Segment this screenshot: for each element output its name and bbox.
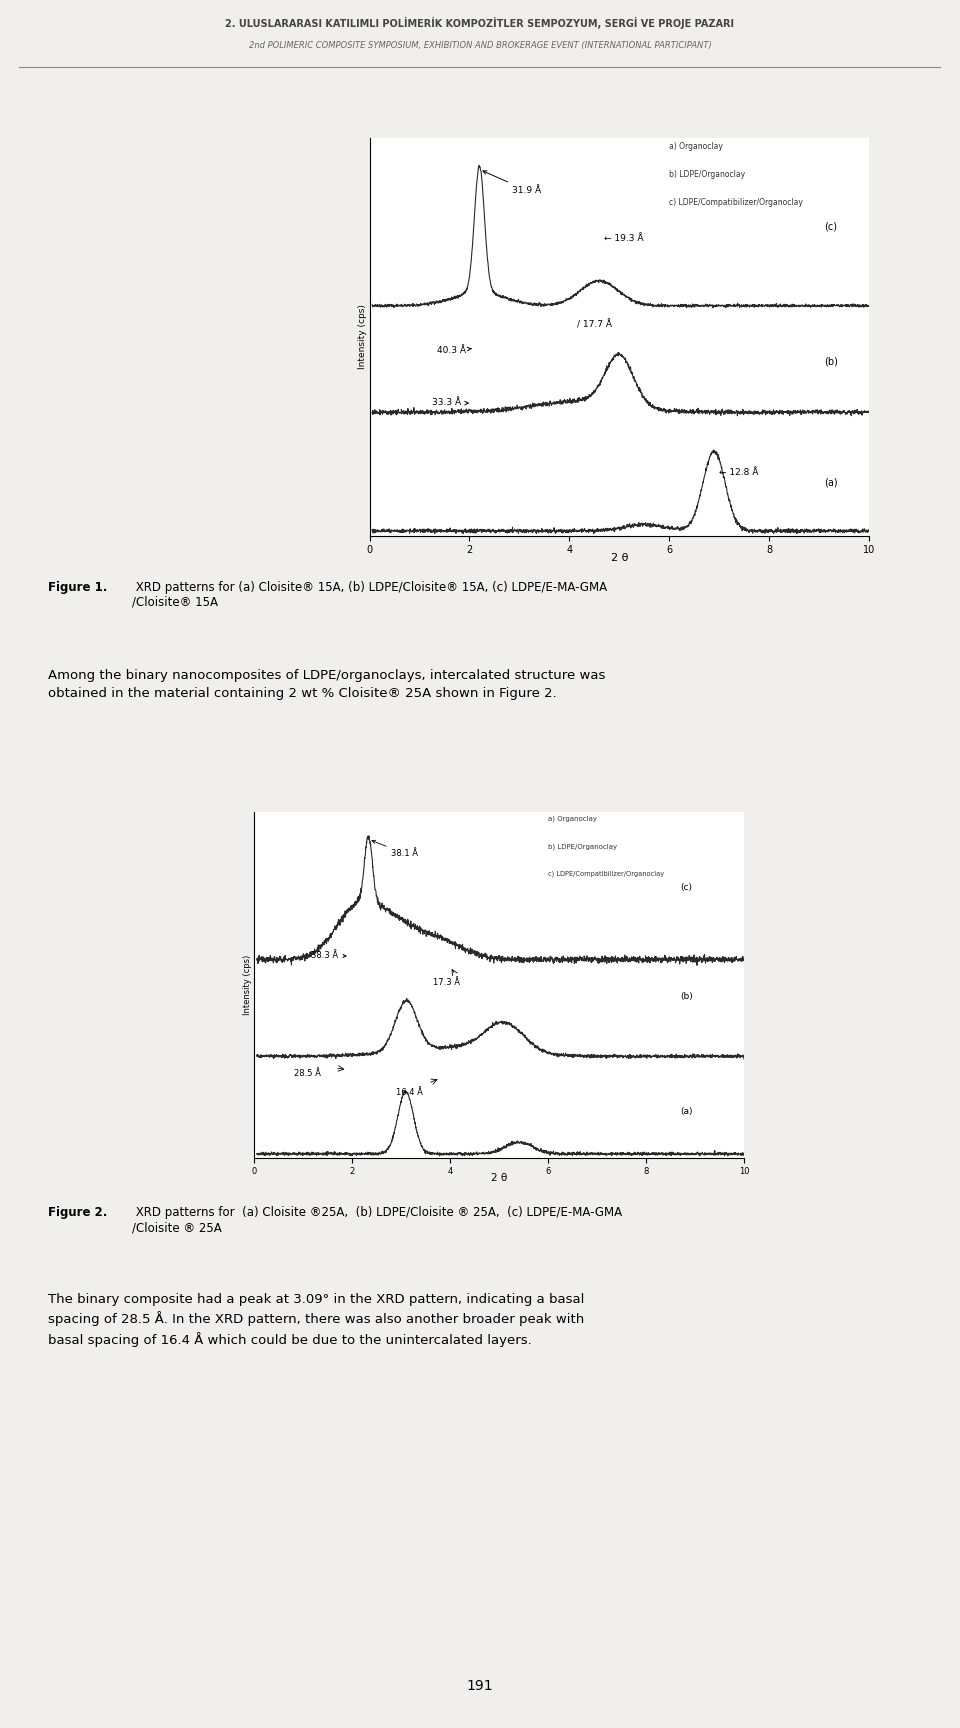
Text: ← 19.3 Å: ← 19.3 Å [604, 235, 644, 244]
Text: 2 θ: 2 θ [491, 1173, 508, 1184]
Text: (a): (a) [681, 1106, 693, 1116]
Y-axis label: Intensity (cps): Intensity (cps) [358, 304, 367, 370]
Text: (b): (b) [824, 356, 838, 366]
Text: 38.3 Å: 38.3 Å [311, 950, 347, 959]
Text: The binary composite had a peak at 3.09° in the XRD pattern, indicating a basal
: The binary composite had a peak at 3.09°… [48, 1293, 585, 1348]
Y-axis label: Intensity (cps): Intensity (cps) [243, 956, 252, 1014]
Text: Figure 1.: Figure 1. [48, 581, 108, 594]
Text: (c): (c) [824, 221, 837, 232]
Text: 2 θ: 2 θ [611, 553, 628, 563]
Text: c) LDPE/Compatibilizer/Organoclay: c) LDPE/Compatibilizer/Organoclay [548, 871, 664, 878]
Text: 2nd POLIMERIC COMPOSITE SYMPOSIUM, EXHIBITION AND BROKERAGE EVENT (INTERNATIONAL: 2nd POLIMERIC COMPOSITE SYMPOSIUM, EXHIB… [249, 41, 711, 50]
Text: ← 12.8 Å: ← 12.8 Å [719, 468, 758, 477]
Text: a) Organoclay: a) Organoclay [669, 142, 723, 152]
Text: 40.3 Å: 40.3 Å [437, 346, 471, 354]
Text: / 17.7 Å: / 17.7 Å [577, 320, 612, 330]
Text: Among the binary nanocomposites of LDPE/organoclays, intercalated structure was
: Among the binary nanocomposites of LDPE/… [48, 669, 606, 700]
Text: (a): (a) [824, 477, 837, 487]
Text: Figure 2.: Figure 2. [48, 1206, 108, 1220]
Text: (c): (c) [681, 883, 692, 892]
Text: b) LDPE/Organoclay: b) LDPE/Organoclay [669, 169, 745, 180]
Text: (b): (b) [681, 992, 693, 1001]
Text: 38.1 Å: 38.1 Å [372, 840, 419, 859]
Text: 191: 191 [467, 1678, 493, 1693]
Text: 17.3 Å: 17.3 Å [433, 978, 460, 987]
Text: 31.9 Å: 31.9 Å [483, 171, 541, 195]
Text: 16.4 Å: 16.4 Å [396, 1089, 423, 1097]
Text: 33.3 Å: 33.3 Å [432, 397, 468, 408]
Text: b) LDPE/Organoclay: b) LDPE/Organoclay [548, 843, 617, 850]
Text: 28.5 Å: 28.5 Å [294, 1070, 321, 1078]
Text: XRD patterns for (a) Cloisite® 15A, (b) LDPE/Cloisite® 15A, (c) LDPE/E-MA-GMA
/C: XRD patterns for (a) Cloisite® 15A, (b) … [132, 581, 607, 608]
Text: 2. ULUSLARARASI KATILIMLI POLİMERİK KOMPOZİTLER SEMPOZYUM, SERGİ VE PROJE PAZARI: 2. ULUSLARARASI KATILIMLI POLİMERİK KOMP… [226, 17, 734, 29]
Text: a) Organoclay: a) Organoclay [548, 816, 597, 823]
Text: c) LDPE/Compatibilizer/Organoclay: c) LDPE/Compatibilizer/Organoclay [669, 199, 803, 207]
Text: XRD patterns for  (a) Cloisite ®25A,  (b) LDPE/Cloisite ® 25A,  (c) LDPE/E-MA-GM: XRD patterns for (a) Cloisite ®25A, (b) … [132, 1206, 622, 1234]
